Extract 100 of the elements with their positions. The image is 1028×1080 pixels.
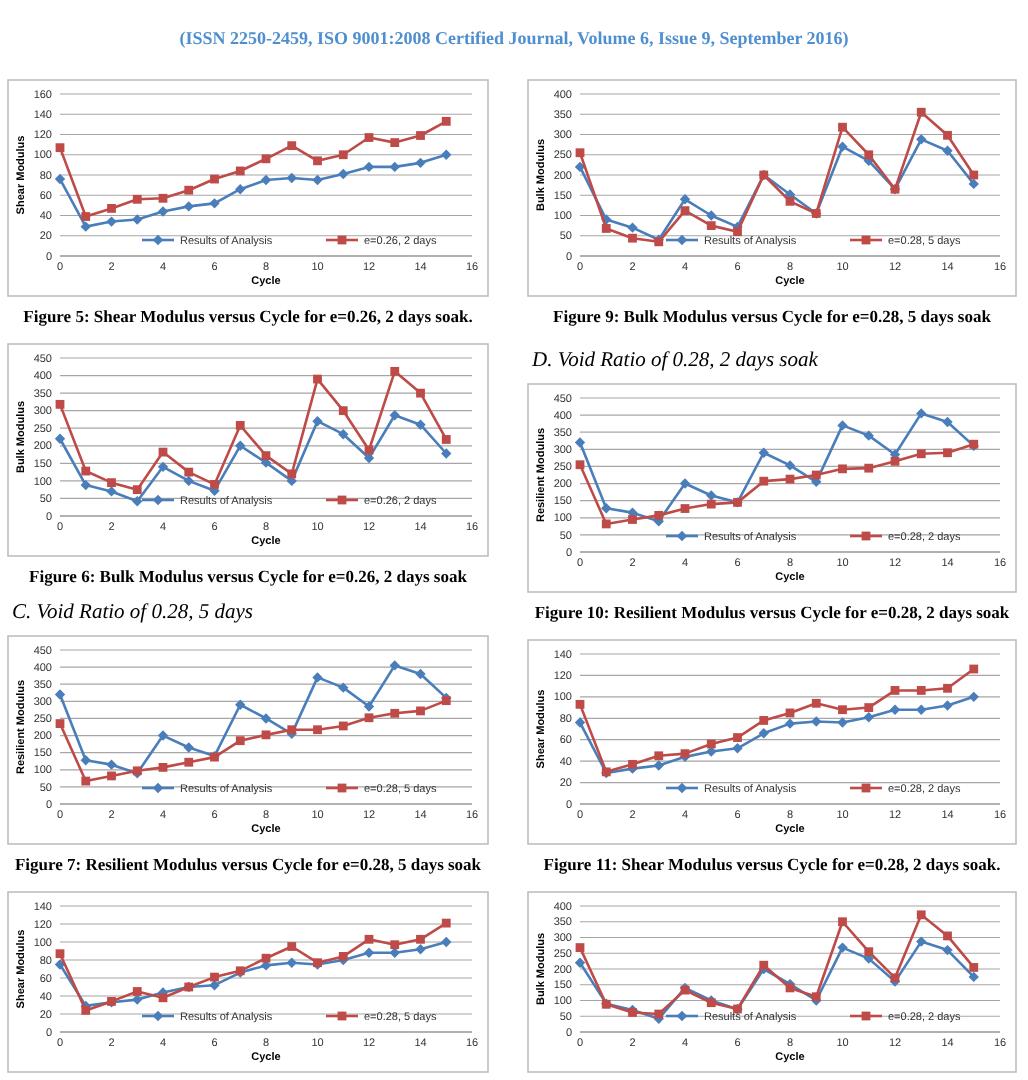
point [811, 698, 821, 708]
point [784, 718, 796, 729]
point [287, 469, 297, 479]
point [890, 686, 900, 695]
point [574, 717, 586, 728]
point [575, 943, 585, 952]
point [132, 485, 142, 495]
point [338, 721, 348, 731]
point [261, 730, 271, 740]
point [132, 496, 143, 507]
point [415, 419, 426, 430]
point [183, 475, 194, 487]
point [416, 706, 425, 716]
point [628, 233, 637, 243]
point [838, 464, 847, 474]
point [106, 216, 117, 227]
point [574, 957, 586, 968]
point [785, 196, 795, 206]
point [575, 148, 585, 158]
point [679, 478, 691, 489]
point [287, 942, 297, 951]
point [916, 449, 926, 459]
point [312, 672, 323, 683]
point [969, 963, 979, 972]
point [313, 374, 322, 384]
point [390, 138, 400, 147]
point [679, 194, 691, 205]
point [916, 107, 926, 117]
point [680, 504, 690, 513]
point [654, 751, 664, 761]
point [916, 704, 927, 715]
point [286, 957, 297, 968]
point [158, 993, 168, 1003]
point [942, 145, 953, 156]
point [441, 149, 452, 160]
point [759, 716, 769, 725]
point [943, 683, 952, 693]
point [235, 421, 245, 430]
point [416, 131, 425, 140]
point [158, 762, 168, 772]
point [942, 944, 953, 956]
point [81, 466, 91, 476]
point [210, 480, 219, 489]
point [363, 701, 375, 712]
point [80, 221, 91, 232]
point [107, 478, 116, 488]
point [706, 221, 716, 231]
point [184, 467, 194, 477]
point [415, 944, 426, 955]
point [864, 463, 874, 473]
point [183, 742, 194, 753]
text: Figure 5: Shear Modulus versus Cycle for e=0.26, 2 days soak. [23, 306, 473, 326]
point [968, 691, 979, 703]
point [287, 725, 297, 735]
point [916, 936, 927, 947]
point [286, 172, 297, 184]
point [706, 739, 716, 749]
point [628, 759, 637, 769]
chart-subtitle: D. Void Ratio of 0.28, 2 days soak [530, 350, 819, 372]
point [441, 936, 452, 948]
point [261, 953, 271, 963]
point [338, 952, 348, 961]
point [260, 713, 272, 724]
point [338, 150, 348, 160]
point [601, 519, 611, 529]
point [441, 435, 451, 444]
point [575, 460, 585, 470]
point [364, 713, 374, 723]
point [916, 408, 927, 419]
point [653, 760, 664, 771]
point [837, 420, 848, 431]
text: (ISSN 2250-2459, ISO 9001:2008 Certified Journal, Volume 6, Issue 9, September 2016) [179, 28, 849, 48]
point [312, 174, 323, 186]
point [916, 910, 926, 920]
point [416, 388, 425, 398]
point [389, 161, 400, 173]
point [157, 206, 169, 217]
point [706, 499, 716, 509]
point [184, 757, 194, 767]
point [132, 214, 143, 225]
text: Figure 11: Shear Modulus versus Cycle for e=0.28, 2 days soak. [543, 854, 1001, 874]
point [55, 949, 65, 959]
point [838, 122, 847, 132]
point [864, 703, 874, 712]
point [680, 206, 690, 216]
point [838, 705, 847, 715]
point [364, 133, 374, 142]
point [733, 227, 742, 237]
point [80, 755, 91, 766]
point [390, 366, 400, 376]
point [235, 183, 246, 195]
point [107, 771, 116, 781]
point [235, 699, 246, 710]
point [390, 940, 400, 950]
chart-subtitle: C. Void Ratio of 0.28, 5 days [12, 602, 253, 624]
point [338, 428, 349, 440]
point [943, 448, 952, 458]
point [363, 947, 375, 958]
point [863, 712, 874, 723]
point [132, 194, 142, 204]
